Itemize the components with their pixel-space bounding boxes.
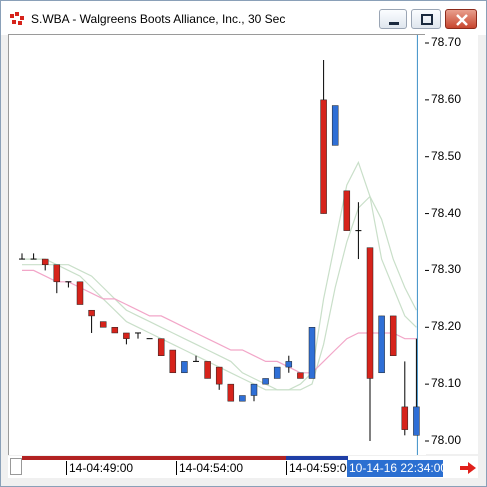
y-tick-label: 78.00	[431, 433, 462, 447]
x-tick-label: 14-04:49:00	[69, 461, 134, 475]
y-tick-label: 78.60	[431, 91, 462, 106]
close-button[interactable]	[445, 9, 477, 29]
y-tick-label: 78.10	[431, 376, 462, 391]
price-axis[interactable]	[425, 34, 478, 454]
y-tick-label: 78.50	[431, 148, 462, 163]
window-title: S.WBA - Walgreens Boots Alliance, Inc., …	[31, 12, 286, 26]
x-tick-mark	[66, 461, 67, 475]
title-bar[interactable]: S.WBA - Walgreens Boots Alliance, Inc., …	[1, 1, 486, 35]
chart-app-icon	[10, 12, 24, 25]
maximize-button[interactable]	[411, 9, 441, 29]
y-tick-label: 78.20	[431, 319, 462, 334]
scroll-left-box[interactable]	[10, 458, 22, 475]
scroll-thumb[interactable]	[286, 456, 348, 460]
x-tick-mark	[286, 461, 287, 475]
close-icon	[456, 14, 468, 26]
minimize-icon	[389, 22, 399, 25]
y-tick-label: 78.30	[431, 262, 462, 277]
crosshair-time-label: 10-14-16 22:34:00	[347, 460, 448, 477]
y-tick-label: 78.40	[431, 205, 462, 220]
x-tick-label: 14-04:54:00	[179, 461, 244, 475]
scroll-track-inactive[interactable]	[22, 456, 348, 460]
x-tick-label: 14-04:59:00	[289, 461, 354, 475]
scroll-right-arrow-icon[interactable]	[458, 460, 478, 476]
minimize-button[interactable]	[379, 9, 407, 29]
x-tick-mark	[176, 461, 177, 475]
maximize-icon	[421, 14, 433, 25]
plot-area[interactable]	[8, 34, 426, 455]
y-tick-label: 78.70	[431, 35, 462, 49]
